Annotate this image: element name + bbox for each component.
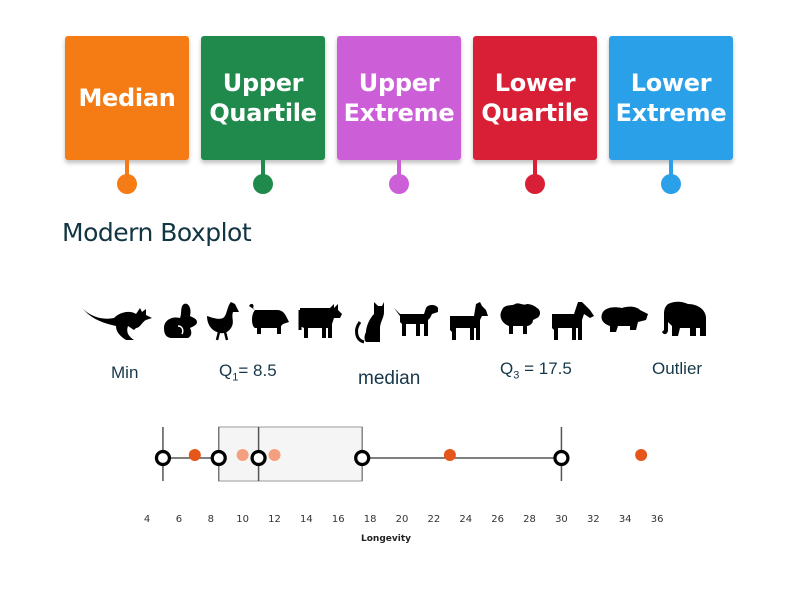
legend-card-pin (661, 174, 681, 194)
chicken-icon (207, 302, 239, 341)
q1-subscript: 1 (232, 371, 239, 384)
min-label: Min (111, 363, 139, 382)
sheep-icon (500, 303, 540, 334)
x-tick-label: 26 (491, 514, 505, 525)
legend-card-label: Upper Quartile (209, 69, 317, 127)
x-tick-label: 12 (268, 514, 281, 525)
legend-card-stem (397, 160, 401, 176)
q3-subscript: 3 (513, 369, 520, 382)
stat-marker (553, 449, 570, 467)
cow-icon (298, 304, 342, 338)
rabbit-icon (164, 303, 197, 338)
stat-marker (354, 449, 371, 467)
legend-card-lower-extreme: Lower Extreme (609, 36, 733, 160)
legend-card-label: Upper Extreme (343, 69, 455, 127)
x-tick-label: 4 (143, 514, 151, 525)
q3-label: Q3 = 17.5 (500, 359, 572, 381)
legend-card-upper-extreme: Upper Extreme (337, 36, 461, 160)
legend-card-label: Lower Extreme (615, 69, 727, 127)
x-tick-label: 32 (586, 514, 600, 525)
legend-card-label: Lower Quartile (481, 69, 589, 127)
outlier-label: Outlier (652, 359, 703, 378)
stat-marker (154, 449, 172, 467)
legend-card-pin (389, 174, 409, 194)
stat-marker (250, 449, 267, 467)
x-tick-label: 6 (175, 514, 183, 525)
elephant-icon (662, 301, 706, 336)
x-tick-label: 28 (523, 514, 536, 525)
legend-card-median: Median (65, 36, 189, 160)
legend-card-upper-quartile: Upper Quartile (201, 36, 325, 160)
x-tick-label: 16 (331, 514, 345, 525)
legend-card-stem (669, 160, 673, 176)
horse-icon (552, 302, 594, 340)
x-tick-label: 8 (207, 514, 214, 525)
x-axis-label: Longevity (361, 534, 411, 544)
q3-value: = 17.5 (519, 359, 572, 378)
legend-card-stem (533, 160, 537, 176)
legend-card-label: Median (78, 84, 176, 112)
q3-prefix: Q (500, 359, 514, 378)
median-label: median (358, 368, 421, 389)
dog-icon (394, 305, 438, 336)
animal-icons-row (0, 300, 800, 345)
cat-icon (355, 302, 384, 344)
x-tick-label: 14 (300, 514, 313, 525)
q1-prefix: Q (219, 361, 233, 380)
x-tick-label: 36 (650, 514, 664, 525)
data-point (635, 449, 648, 461)
legend-card-pin (253, 174, 273, 194)
legend-card-pin (525, 174, 545, 194)
data-point (188, 449, 201, 461)
x-tick-label: 30 (555, 514, 568, 525)
x-tick-label: 24 (459, 514, 473, 525)
q1-value: = 8.5 (238, 361, 277, 380)
data-point (268, 449, 281, 461)
pig-icon (249, 303, 289, 334)
data-point (236, 449, 249, 461)
x-tick-label: 18 (363, 514, 377, 525)
legend-card-lower-quartile: Lower Quartile (473, 36, 597, 160)
x-tick-label: 22 (427, 514, 441, 525)
legend-card-stem (261, 160, 265, 176)
legend-card-pin (117, 174, 137, 194)
legend-card-stem (125, 160, 129, 176)
hippo-icon (601, 306, 648, 332)
x-tick-label: 10 (236, 514, 249, 525)
goat-icon (450, 302, 488, 340)
data-point (443, 449, 456, 461)
x-tick-label: 20 (395, 514, 409, 525)
kangaroo-icon (82, 308, 152, 340)
x-tick-label: 34 (618, 514, 632, 525)
q1-label: Q1= 8.5 (219, 361, 277, 383)
stat-marker (210, 449, 227, 467)
chart-title: Modern Boxplot (62, 218, 252, 247)
